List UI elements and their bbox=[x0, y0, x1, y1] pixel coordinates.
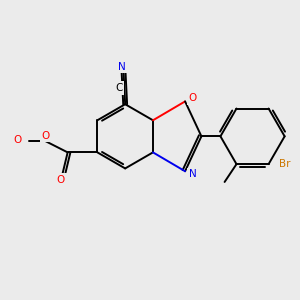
Text: N: N bbox=[189, 169, 196, 179]
Text: C: C bbox=[115, 83, 123, 93]
Text: O: O bbox=[42, 131, 50, 141]
Text: N: N bbox=[118, 62, 126, 72]
Text: Br: Br bbox=[279, 159, 291, 169]
Text: O: O bbox=[14, 136, 22, 146]
Text: O: O bbox=[188, 93, 196, 103]
Text: O: O bbox=[57, 175, 65, 185]
